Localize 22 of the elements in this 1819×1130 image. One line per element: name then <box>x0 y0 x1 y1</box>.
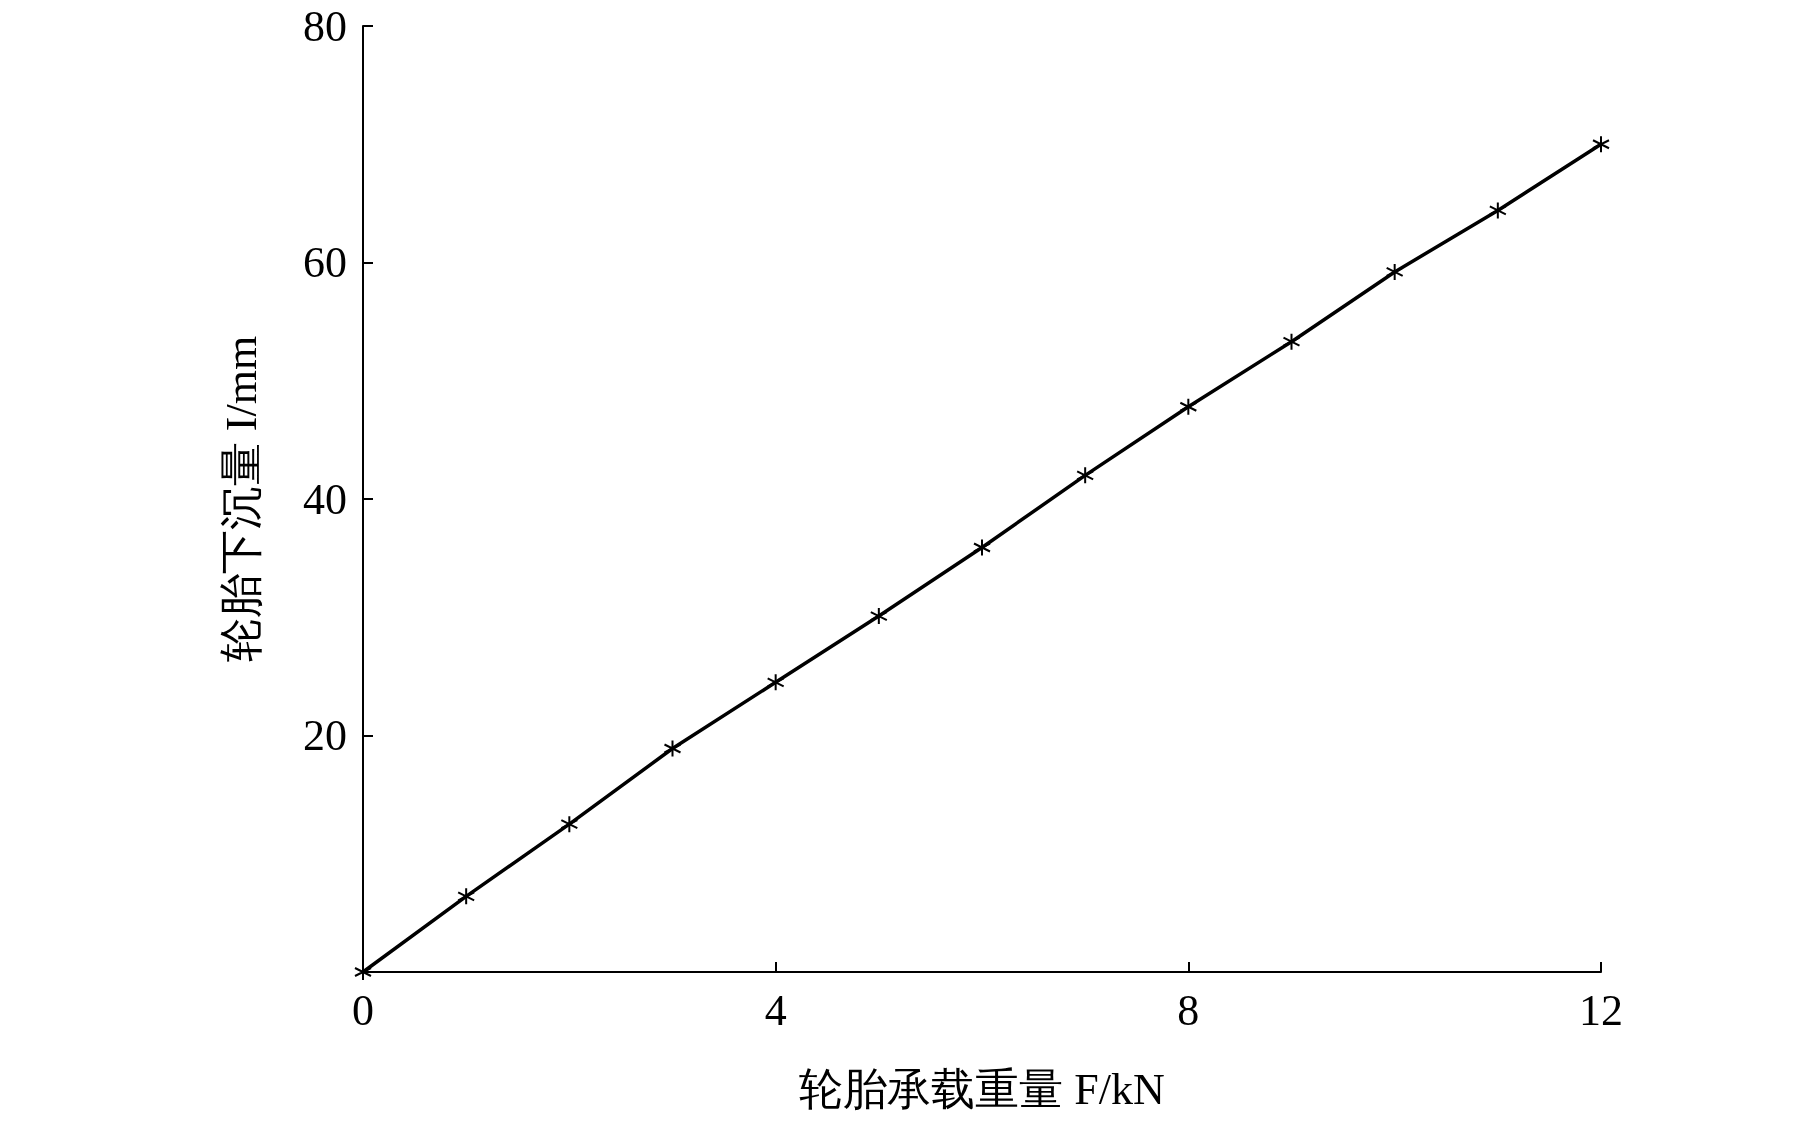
y-tick-label: 40 <box>303 474 347 524</box>
y-tick-label: 60 <box>303 238 347 287</box>
point <box>869 607 888 626</box>
point <box>1488 201 1507 220</box>
x-axis-title: 轮胎承载重量 F/kN <box>799 1064 1165 1114</box>
point <box>1179 397 1198 416</box>
point <box>1076 466 1095 485</box>
point <box>766 673 785 692</box>
x-tick-label: 0 <box>352 985 374 1035</box>
x-tick-label: 8 <box>1177 985 1200 1035</box>
point <box>560 815 579 834</box>
point <box>1592 135 1610 154</box>
point <box>663 739 682 758</box>
point <box>1282 332 1301 351</box>
x-tick-label: 12 <box>1579 985 1623 1035</box>
point <box>457 887 476 906</box>
y-tick-label: 80 <box>303 1 347 51</box>
point <box>1385 262 1404 281</box>
x-tick-label: 4 <box>764 985 787 1035</box>
y-axis-title: 轮胎下沉量 I/mm <box>216 335 266 663</box>
y-tick-label: 20 <box>303 711 347 760</box>
point <box>973 538 991 557</box>
